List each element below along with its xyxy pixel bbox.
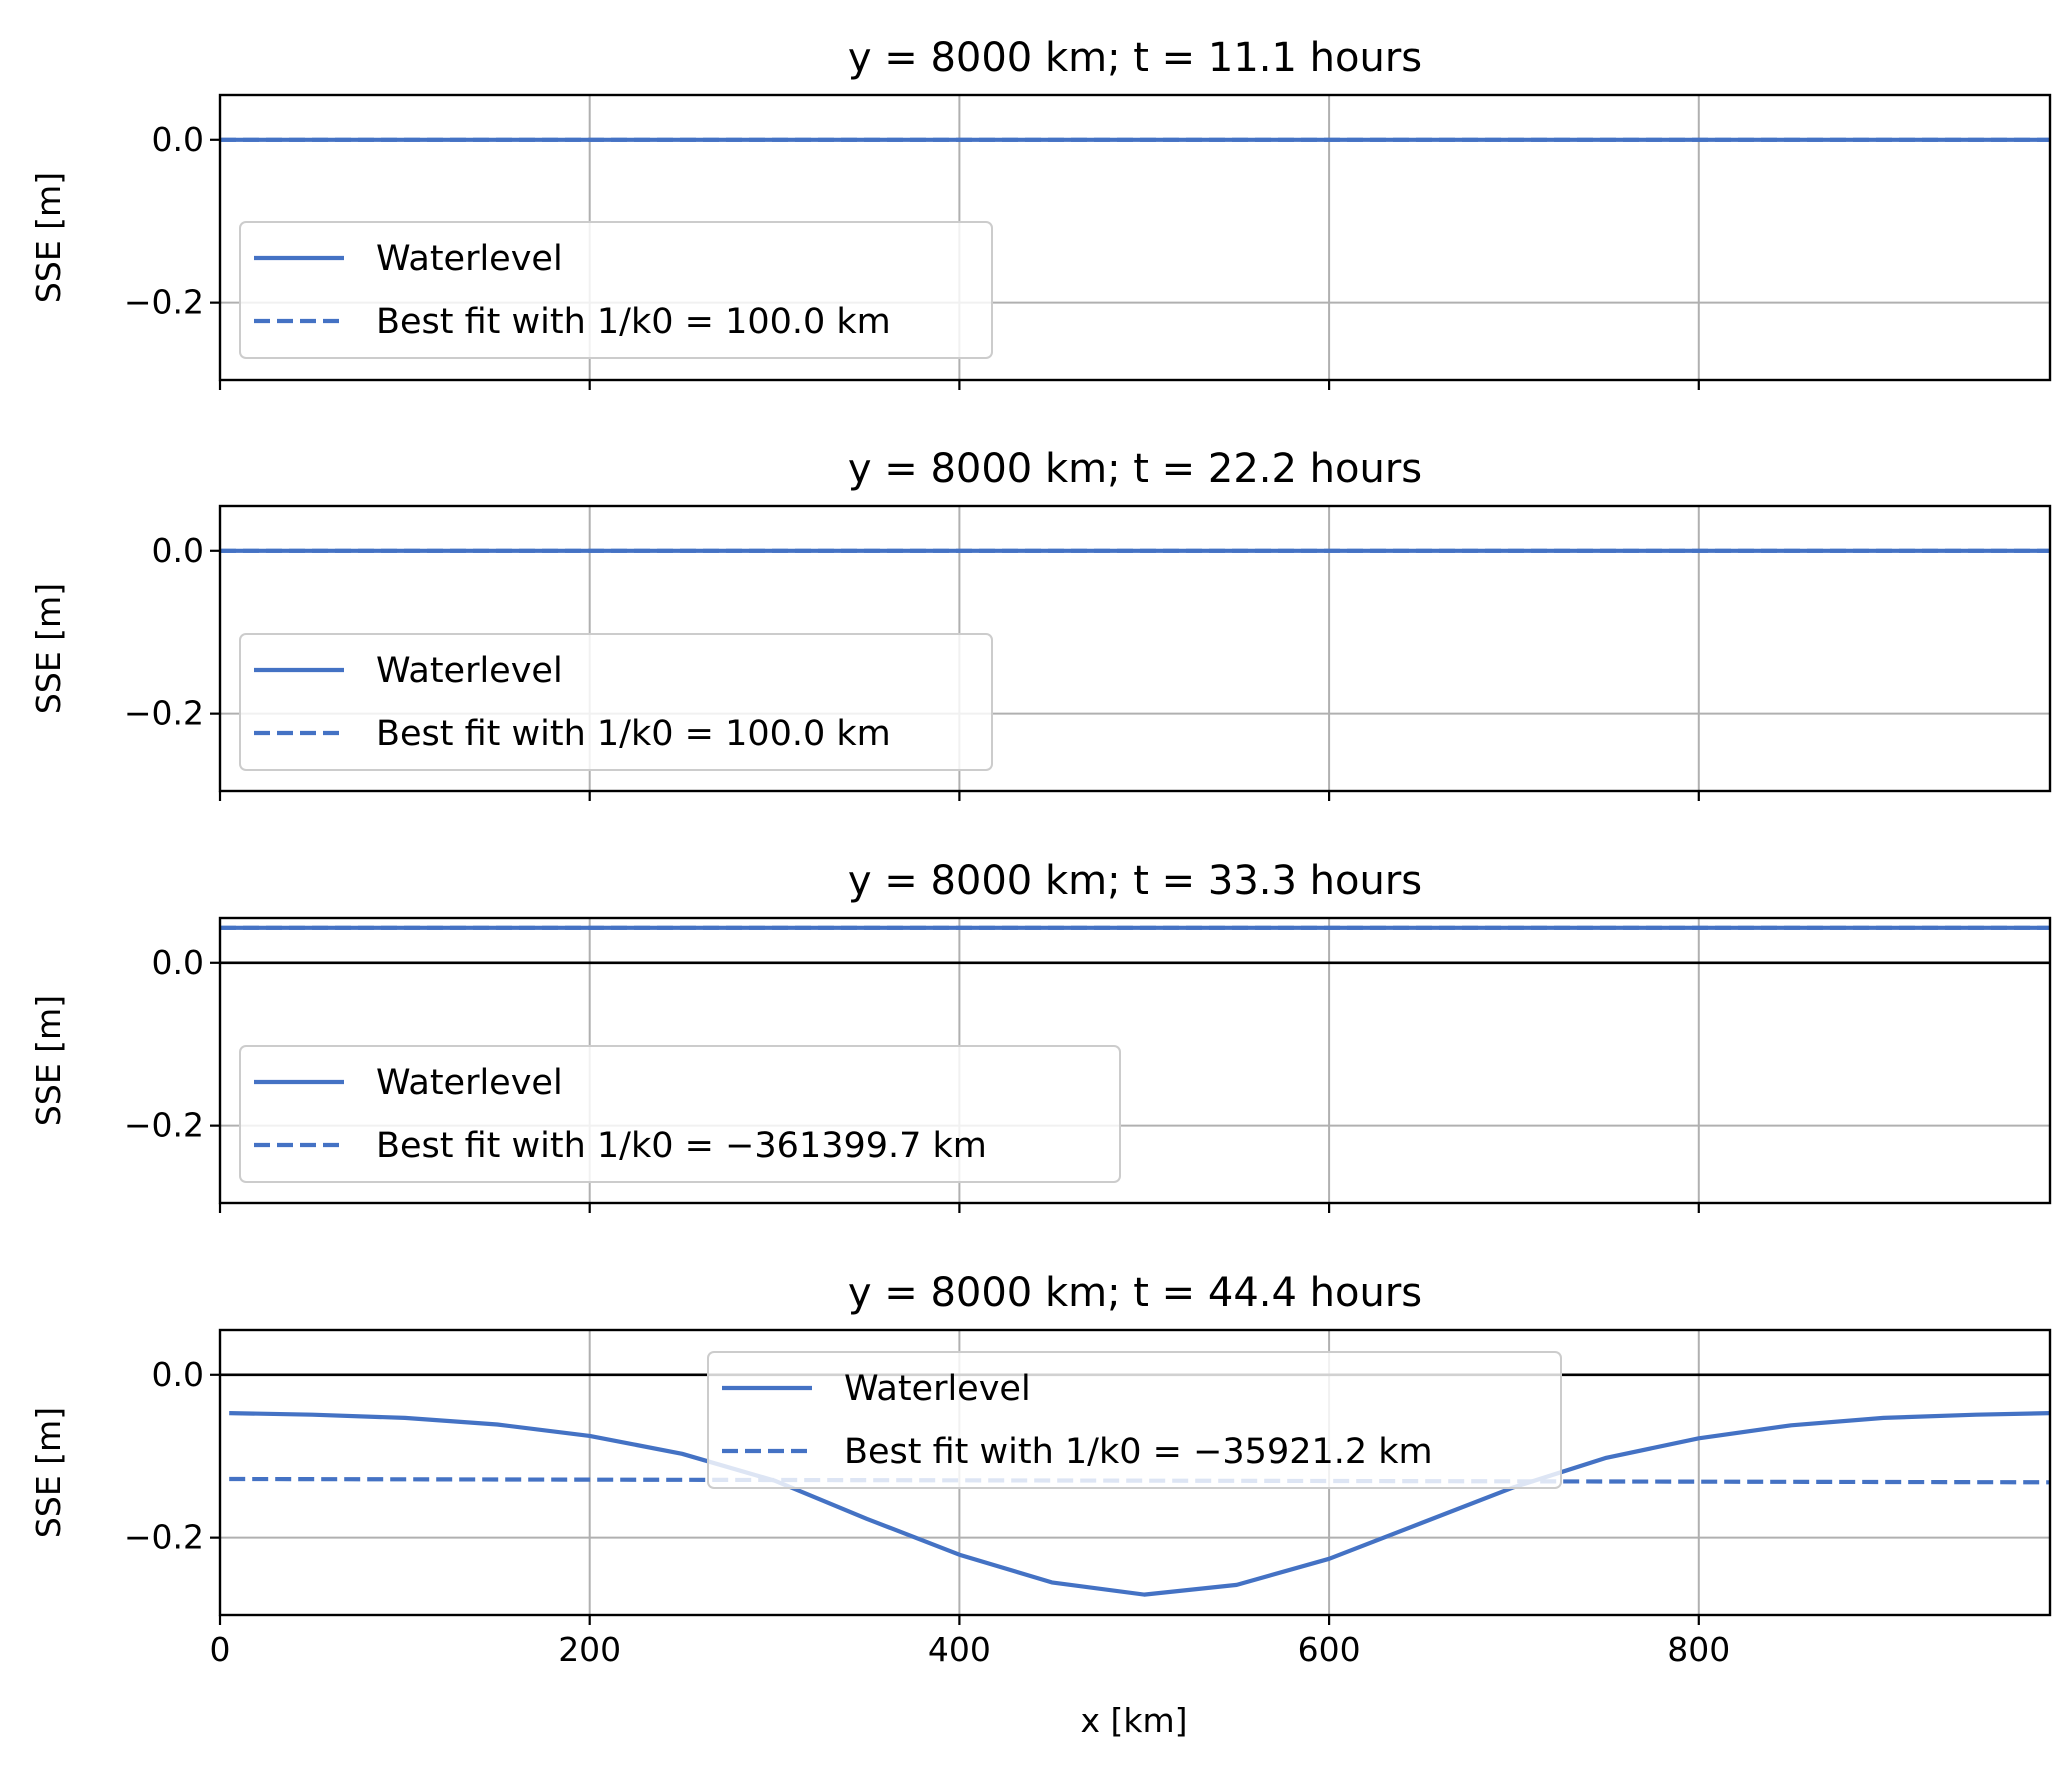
y-tick-label: −0.2 [124, 283, 204, 322]
y-axis-label: SSE [m] [29, 172, 68, 303]
subplot-title: y = 8000 km; t = 33.3 hours [848, 858, 1422, 904]
y-axis-label: SSE [m] [29, 995, 68, 1126]
subplot-title: y = 8000 km; t = 22.2 hours [848, 446, 1422, 492]
axes-frame [218, 93, 2052, 382]
x-tick-label: 800 [1667, 1630, 1730, 1669]
subplot-3: y = 8000 km; t = 33.3 hours 0.0 −0.2 SSE [m… [29, 858, 2052, 1213]
legend-label: Waterlevel [376, 239, 563, 279]
axes-frame [218, 504, 2052, 793]
legend-box [239, 1045, 1121, 1183]
legend-label: Waterlevel [376, 651, 563, 691]
legend-label: Best fit with 1/k0 = 100.0 km [376, 302, 891, 342]
waterlevel-line [229, 1411, 2051, 1597]
axes-frame [218, 1328, 2052, 1617]
x-axis-label: x [km] [1080, 1701, 1187, 1740]
x-tick-label: 200 [558, 1630, 621, 1669]
legend: Waterlevel Best fit with 1/k0 = −35921.2 … [707, 1351, 1562, 1489]
legend: Waterlevel Best fit with 1/k0 = 100.0 km [239, 633, 993, 771]
axes-frame [218, 916, 2052, 1205]
legend-box [239, 633, 993, 771]
legend-label: Best fit with 1/k0 = −361399.7 km [376, 1126, 987, 1166]
y-axis-label: SSE [m] [29, 583, 68, 714]
x-tick-label: 400 [928, 1630, 991, 1669]
subplot-4: y = 8000 km; t = 44.4 hours 0.0 −0.2 0 200 40… [29, 1270, 2052, 1669]
y-tick-label: 0.0 [152, 943, 204, 982]
y-axis-label: SSE [m] [29, 1407, 68, 1538]
y-tick-label: 0.0 [152, 1355, 204, 1394]
legend-label: Best fit with 1/k0 = −35921.2 km [844, 1432, 1433, 1472]
subplot-2: y = 8000 km; t = 22.2 hours 0.0 −0.2 SSE [m… [29, 446, 2052, 801]
legend-box [707, 1351, 1562, 1489]
legend: Waterlevel Best fit with 1/k0 = −361399.7… [239, 1045, 1121, 1183]
subplot-title: y = 8000 km; t = 44.4 hours [848, 1270, 1422, 1316]
legend-label: Best fit with 1/k0 = 100.0 km [376, 714, 891, 754]
legend: Waterlevel Best fit with 1/k0 = 100.0 km [239, 221, 993, 359]
legend-label: Waterlevel [376, 1063, 563, 1103]
y-tick-label: −0.2 [124, 694, 204, 733]
y-tick-label: −0.2 [124, 1518, 204, 1557]
x-tick-label: 600 [1298, 1630, 1361, 1669]
y-tick-label: 0.0 [152, 120, 204, 159]
subplot-title: y = 8000 km; t = 11.1 hours [848, 35, 1422, 81]
x-tick-label: 0 [210, 1630, 231, 1669]
subplot-1: y = 8000 km; t = 11.1 hours 0.0 −0.2 SSE [m… [29, 35, 2052, 390]
y-tick-label: 0.0 [152, 531, 204, 570]
y-tick-label: −0.2 [124, 1106, 204, 1145]
legend-box [239, 221, 993, 359]
legend-label: Waterlevel [844, 1369, 1031, 1409]
